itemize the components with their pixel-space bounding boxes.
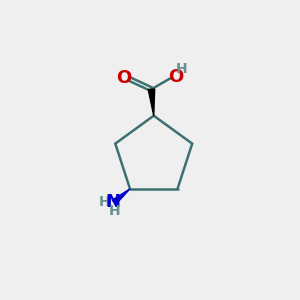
Text: O: O: [168, 68, 183, 86]
Text: H: H: [176, 62, 187, 76]
Polygon shape: [148, 89, 155, 116]
Text: H: H: [108, 204, 120, 218]
Text: N: N: [105, 193, 120, 211]
Text: O: O: [116, 69, 132, 87]
Text: H: H: [98, 195, 110, 209]
Polygon shape: [112, 189, 130, 204]
